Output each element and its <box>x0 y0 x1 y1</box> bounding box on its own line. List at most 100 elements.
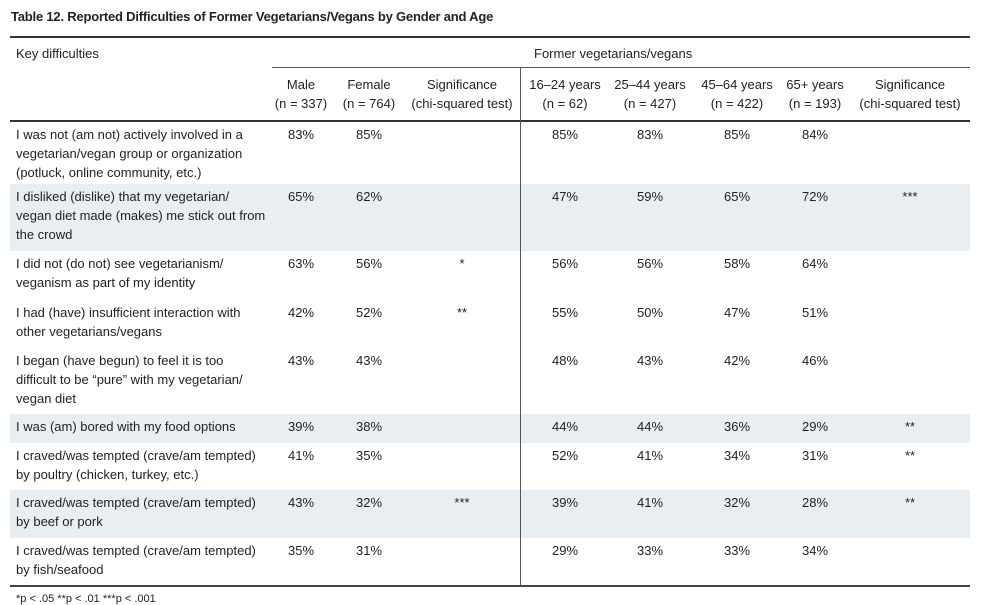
cell-value: 85% <box>551 127 579 142</box>
cell-value: 42% <box>723 353 751 368</box>
table-row: I began (have begun) to feel it is too d… <box>10 348 970 414</box>
column-n: (chi-squared test) <box>411 96 513 111</box>
row-label: I began (have begun) to feel it is too d… <box>16 353 243 406</box>
cell-value: 31% <box>355 543 383 558</box>
column-header: Significance (chi-squared test) <box>407 75 517 113</box>
column-divider <box>520 67 521 587</box>
header-rule <box>10 120 970 122</box>
column-label: 16–24 years <box>529 77 601 92</box>
cell-value: 33% <box>636 543 664 558</box>
column-label: Male <box>286 77 316 92</box>
table-row: I did not (do not) see vegetarianism/ ve… <box>10 251 970 300</box>
table-row: I was (am) bored with my food options 39%… <box>10 414 970 443</box>
row-label: I craved/was tempted (crave/am tempted) … <box>16 495 256 529</box>
cell-value: 64% <box>801 256 829 271</box>
column-header: 65+ years (n = 193) <box>780 75 850 113</box>
column-n: (chi-squared test) <box>859 96 961 111</box>
cell-value: 65% <box>287 189 315 204</box>
cell-value: 63% <box>287 256 315 271</box>
bottom-rule <box>10 585 970 587</box>
cell-value: 56% <box>355 256 383 271</box>
cell-value: ** <box>904 419 916 434</box>
cell-value: 41% <box>287 448 315 463</box>
table-row: I was not (am not) actively involved in … <box>10 122 970 184</box>
cell-value: 84% <box>801 127 829 142</box>
column-n: (n = 337) <box>274 96 328 111</box>
footnote: *p < .05 **p < .01 ***p < .001 <box>16 593 156 605</box>
cell-value: *** <box>454 495 470 510</box>
cell-value: * <box>459 256 465 271</box>
column-label: 25–44 years <box>614 77 686 92</box>
cell-value: 46% <box>801 353 829 368</box>
row-label: I had (have) insufficient interaction wi… <box>16 305 241 339</box>
column-n: (n = 62) <box>542 96 588 111</box>
cell-value: 44% <box>551 419 579 434</box>
cell-value: 43% <box>287 353 315 368</box>
table-row: I disliked (dislike) that my vegetarian/… <box>10 184 970 251</box>
cell-value: 31% <box>801 448 829 463</box>
table-row: I craved/was tempted (crave/am tempted) … <box>10 490 970 538</box>
table-row: I craved/was tempted (crave/am tempted) … <box>10 538 970 585</box>
cell-value: 65% <box>723 189 751 204</box>
cell-value: 58% <box>723 256 751 271</box>
column-label: Significance <box>874 77 946 92</box>
key-difficulties-header: Key difficulties <box>16 46 99 61</box>
cell-value: 29% <box>801 419 829 434</box>
cell-value: 51% <box>801 305 829 320</box>
cell-value: 47% <box>723 305 751 320</box>
column-n: (n = 193) <box>788 96 842 111</box>
cell-value: 43% <box>355 353 383 368</box>
top-rule <box>10 36 970 38</box>
column-n: (n = 427) <box>623 96 677 111</box>
cell-value: 39% <box>551 495 579 510</box>
column-header: 45–64 years (n = 422) <box>697 75 777 113</box>
column-label: Female <box>347 77 391 92</box>
cell-value: 47% <box>551 189 579 204</box>
row-label: I disliked (dislike) that my vegetarian/… <box>16 189 266 242</box>
cell-value: 44% <box>636 419 664 434</box>
column-label: Significance <box>426 77 498 92</box>
cell-value: ** <box>456 305 468 320</box>
column-header: 25–44 years (n = 427) <box>610 75 690 113</box>
cell-value: 83% <box>287 127 315 142</box>
cell-value: 85% <box>355 127 383 142</box>
cell-value: ** <box>904 448 916 463</box>
cell-value: 41% <box>636 448 664 463</box>
column-header: Significance (chi-squared test) <box>850 75 970 113</box>
row-label: I was not (am not) actively involved in … <box>16 127 243 180</box>
row-label: I did not (do not) see vegetarianism/ ve… <box>16 256 224 290</box>
cell-value: 33% <box>723 543 751 558</box>
cell-value: 42% <box>287 305 315 320</box>
cell-value: 48% <box>551 353 579 368</box>
group-rule <box>272 67 970 68</box>
cell-value: 29% <box>551 543 579 558</box>
cell-value: 35% <box>355 448 383 463</box>
cell-value: 52% <box>551 448 579 463</box>
column-label: 45–64 years <box>701 77 773 92</box>
cell-value: 52% <box>355 305 383 320</box>
cell-value: 72% <box>801 189 829 204</box>
column-header: 16–24 years (n = 62) <box>525 75 605 113</box>
cell-value: 43% <box>636 353 664 368</box>
cell-value: 85% <box>723 127 751 142</box>
row-label: I was (am) bored with my food options <box>16 419 236 434</box>
cell-value: 50% <box>636 305 664 320</box>
row-label: I craved/was tempted (crave/am tempted) … <box>16 543 256 577</box>
cell-value: 41% <box>636 495 664 510</box>
cell-value: 38% <box>355 419 383 434</box>
cell-value: *** <box>902 189 918 204</box>
cell-value: 36% <box>723 419 751 434</box>
cell-value: 39% <box>287 419 315 434</box>
cell-value: 56% <box>551 256 579 271</box>
cell-value: 59% <box>636 189 664 204</box>
column-header: Female (n = 764) <box>339 75 399 113</box>
column-n: (n = 764) <box>342 96 396 111</box>
table-title: Table 12. Reported Difficulties of Forme… <box>11 9 494 24</box>
table-row: I had (have) insufficient interaction wi… <box>10 300 970 348</box>
column-header: Male (n = 337) <box>271 75 331 113</box>
table-row: I craved/was tempted (crave/am tempted) … <box>10 443 970 490</box>
cell-value: 55% <box>551 305 579 320</box>
row-label: I craved/was tempted (crave/am tempted) … <box>16 448 256 482</box>
cell-value: 34% <box>801 543 829 558</box>
cell-value: 62% <box>355 189 383 204</box>
